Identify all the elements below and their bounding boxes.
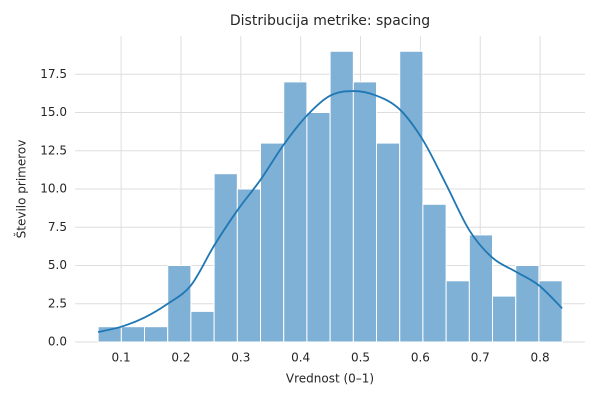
bar	[468, 234, 494, 343]
bar	[213, 173, 238, 343]
bar	[538, 280, 563, 343]
x-tick-label: 0.2	[171, 351, 190, 365]
bar	[422, 203, 447, 343]
x-tick-label: 0.7	[471, 351, 490, 365]
bar	[120, 326, 145, 343]
bar	[143, 326, 169, 343]
chart-title: Distribucija metrike: spacing	[230, 13, 430, 29]
y-tick-label: 15.0	[40, 105, 67, 119]
bar	[352, 81, 378, 343]
y-tick-label: 17.5	[40, 67, 67, 81]
bar	[306, 112, 331, 343]
bar	[260, 142, 285, 343]
bar	[190, 310, 215, 343]
x-tick-label: 0.1	[112, 351, 131, 365]
bar	[376, 142, 401, 343]
y-tick-label: 2.5	[48, 296, 67, 310]
y-tick-label: 12.5	[40, 143, 67, 157]
bar	[236, 188, 262, 343]
kde-line	[97, 90, 563, 333]
y-tick-label: 0.0	[48, 335, 67, 349]
bar	[492, 295, 517, 343]
x-tick-label: 0.3	[231, 351, 250, 365]
bar	[399, 50, 424, 343]
x-tick-label: 0.4	[291, 351, 310, 365]
y-tick-label: 7.5	[48, 220, 67, 234]
y-axis-label: Število primerov	[14, 140, 29, 239]
x-axis-label: Vrednost (0–1)	[286, 372, 374, 386]
y-tick-label: 5.0	[48, 258, 67, 272]
bar	[167, 265, 192, 343]
x-tick-label: 0.6	[411, 351, 430, 365]
x-tick-label: 0.8	[531, 351, 550, 365]
bar	[283, 81, 308, 343]
x-tick-label: 0.5	[351, 351, 370, 365]
y-tick-label: 10.0	[40, 182, 67, 196]
bar	[445, 280, 470, 343]
